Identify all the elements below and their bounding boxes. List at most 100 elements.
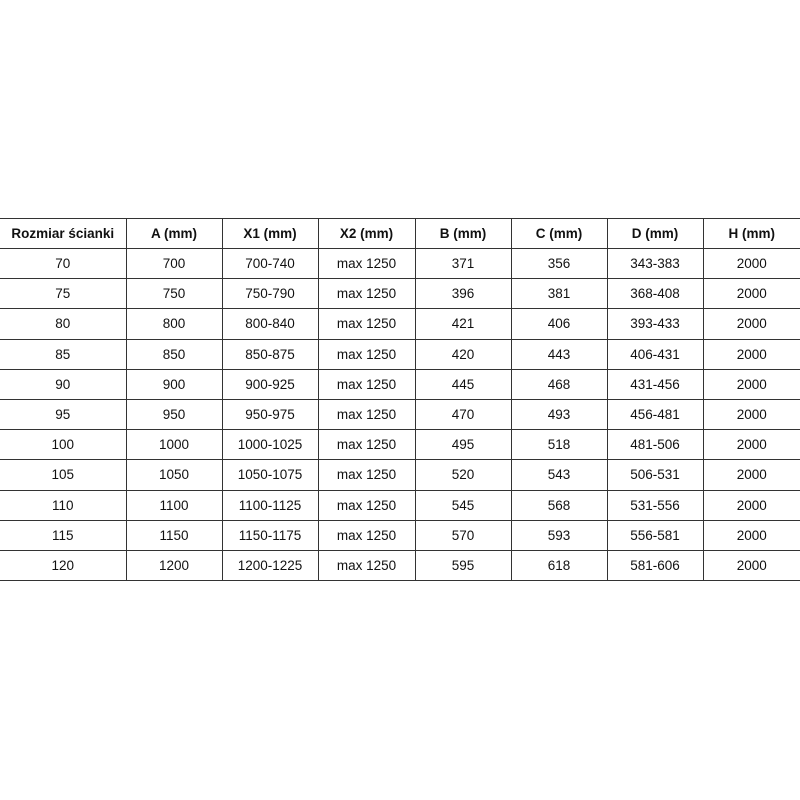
table-cell: max 1250 <box>317 429 416 461</box>
table-cell: max 1250 <box>317 368 416 400</box>
table-cell: 396 <box>414 278 512 310</box>
table-cell: max 1250 <box>317 519 416 551</box>
table-cell: 700 <box>125 247 223 280</box>
table-cell: 420 <box>414 338 512 370</box>
table-cell: max 1250 <box>317 247 416 280</box>
table-cell: 850 <box>125 338 223 370</box>
table-cell: 850-875 <box>221 338 319 370</box>
table-cell: 593 <box>510 519 608 551</box>
table-row: 105 1050 1050-1075 max 1250 520 543 506-531 200… <box>0 459 800 491</box>
table-cell: 800 <box>125 308 223 340</box>
table-cell: 431-456 <box>606 368 704 400</box>
table-cell: 618 <box>510 549 608 582</box>
table-cell: 468 <box>510 368 608 400</box>
table-row: 75 750 750-790 max 1250 396 381 368-408 2000 <box>0 278 800 310</box>
column-header: A (mm) <box>125 218 223 249</box>
table-cell: 1050 <box>125 459 223 491</box>
header-row: Rozmiar ścianki A (mm) X1 (mm) X2 (mm) B (mm… <box>0 218 800 249</box>
table-cell: 100 <box>0 429 127 461</box>
table-cell: max 1250 <box>317 398 416 431</box>
table-cell: max 1250 <box>317 308 416 340</box>
table-cell: 1150 <box>125 519 223 551</box>
column-header: Rozmiar ścianki <box>0 218 127 249</box>
table-cell: 406-431 <box>606 338 704 370</box>
table-cell: 2000 <box>702 519 800 551</box>
table-cell: 1000-1025 <box>221 429 319 461</box>
table-cell: 120 <box>0 549 127 582</box>
dimensions-table: Rozmiar ścianki A (mm) X1 (mm) X2 (mm) B (mm… <box>0 218 800 582</box>
table-row: 90 900 900-925 max 1250 445 468 431-456 2000 <box>0 368 800 400</box>
table-row: 70 700 700-740 max 1250 371 356 343-383 2000 <box>0 247 800 280</box>
table-cell: 481-506 <box>606 429 704 461</box>
table-cell: 950-975 <box>221 398 319 431</box>
table-cell: 1000 <box>125 429 223 461</box>
table-cell: 2000 <box>702 398 800 431</box>
table-cell: max 1250 <box>317 459 416 491</box>
table-cell: 406 <box>510 308 608 340</box>
table-cell: 80 <box>0 308 127 340</box>
table-cell: 1200 <box>125 549 223 582</box>
table-cell: 115 <box>0 519 127 551</box>
table-cell: 110 <box>0 489 127 521</box>
table-cell: 85 <box>0 338 127 370</box>
column-header: C (mm) <box>510 218 608 249</box>
table-cell: 2000 <box>702 368 800 400</box>
column-header: X1 (mm) <box>221 218 319 249</box>
column-header: H (mm) <box>702 218 800 249</box>
table-cell: 518 <box>510 429 608 461</box>
table-cell: 371 <box>414 247 512 280</box>
table-row: 120 1200 1200-1225 max 1250 595 618 581-606 200… <box>0 549 800 582</box>
table-cell: 421 <box>414 308 512 340</box>
table-cell: 368-408 <box>606 278 704 310</box>
table-cell: 2000 <box>702 489 800 521</box>
table-cell: 556-581 <box>606 519 704 551</box>
table-cell: 506-531 <box>606 459 704 491</box>
table-cell: 595 <box>414 549 512 582</box>
table-cell: max 1250 <box>317 489 416 521</box>
table-cell: 800-840 <box>221 308 319 340</box>
table-cell: 570 <box>414 519 512 551</box>
table-cell: 2000 <box>702 278 800 310</box>
table-cell: 443 <box>510 338 608 370</box>
table-row: 80 800 800-840 max 1250 421 406 393-433 2000 <box>0 308 800 340</box>
table-cell: 393-433 <box>606 308 704 340</box>
table-cell: max 1250 <box>317 549 416 582</box>
table-cell: 105 <box>0 459 127 491</box>
table-cell: 456-481 <box>606 398 704 431</box>
table-cell: 70 <box>0 247 127 280</box>
table-cell: 2000 <box>702 549 800 582</box>
table-cell: 700-740 <box>221 247 319 280</box>
table-cell: 750-790 <box>221 278 319 310</box>
table-row: 110 1100 1100-1125 max 1250 545 568 531-556 200… <box>0 489 800 521</box>
table-cell: max 1250 <box>317 278 416 310</box>
table-cell: 900 <box>125 368 223 400</box>
table-cell: 2000 <box>702 429 800 461</box>
table-cell: 1200-1225 <box>221 549 319 582</box>
table-cell: 445 <box>414 368 512 400</box>
table-cell: 493 <box>510 398 608 431</box>
table-cell: 531-556 <box>606 489 704 521</box>
table-cell: 470 <box>414 398 512 431</box>
table-row: 95 950 950-975 max 1250 470 493 456-481 2000 <box>0 398 800 431</box>
table-body: 70 700 700-740 max 1250 371 356 343-383 2000 75 7… <box>0 247 800 582</box>
table-cell: 2000 <box>702 308 800 340</box>
table-cell: max 1250 <box>317 338 416 370</box>
table-cell: 95 <box>0 398 127 431</box>
table-cell: 1150-1175 <box>221 519 319 551</box>
table-cell: 545 <box>414 489 512 521</box>
table-row: 100 1000 1000-1025 max 1250 495 518 481-506 200… <box>0 429 800 461</box>
table-cell: 2000 <box>702 247 800 280</box>
table-row: 85 850 850-875 max 1250 420 443 406-431 2000 <box>0 338 800 370</box>
table-cell: 568 <box>510 489 608 521</box>
table-cell: 950 <box>125 398 223 431</box>
table-cell: 900-925 <box>221 368 319 400</box>
table-cell: 543 <box>510 459 608 491</box>
table-cell: 750 <box>125 278 223 310</box>
table-cell: 356 <box>510 247 608 280</box>
table-cell: 2000 <box>702 338 800 370</box>
column-header: B (mm) <box>414 218 512 249</box>
table-cell: 581-606 <box>606 549 704 582</box>
table-cell: 343-383 <box>606 247 704 280</box>
table-cell: 1100-1125 <box>221 489 319 521</box>
table-cell: 1100 <box>125 489 223 521</box>
